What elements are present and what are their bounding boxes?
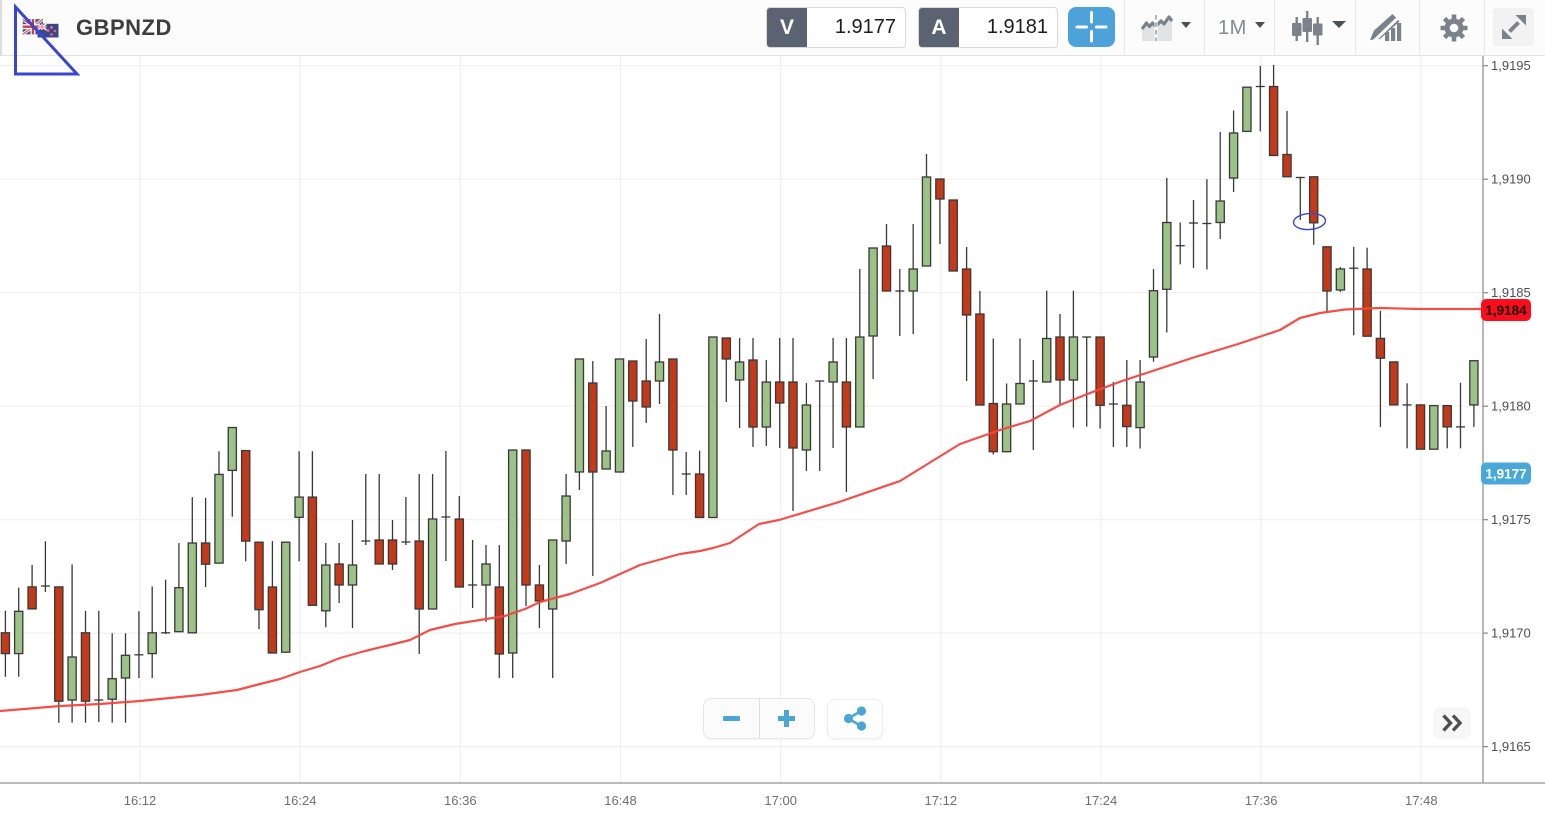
svg-text:16:12: 16:12 — [124, 793, 157, 808]
svg-text:1,9184: 1,9184 — [1485, 303, 1527, 318]
svg-text:1,9170: 1,9170 — [1491, 626, 1531, 641]
svg-text:17:48: 17:48 — [1405, 793, 1438, 808]
svg-text:1,9195: 1,9195 — [1491, 58, 1531, 73]
svg-text:1,9177: 1,9177 — [1485, 467, 1526, 482]
svg-text:1,9190: 1,9190 — [1491, 172, 1531, 187]
svg-text:17:36: 17:36 — [1245, 793, 1278, 808]
svg-text:16:48: 16:48 — [604, 793, 637, 808]
svg-text:1,9165: 1,9165 — [1491, 739, 1531, 754]
svg-text:16:36: 16:36 — [444, 793, 477, 808]
svg-text:17:24: 17:24 — [1085, 793, 1118, 808]
svg-text:1,9185: 1,9185 — [1491, 285, 1531, 300]
svg-text:16:24: 16:24 — [284, 793, 317, 808]
svg-text:1,9175: 1,9175 — [1491, 512, 1531, 527]
svg-text:1,9180: 1,9180 — [1491, 399, 1531, 414]
svg-text:17:12: 17:12 — [925, 793, 958, 808]
svg-text:17:00: 17:00 — [764, 793, 797, 808]
